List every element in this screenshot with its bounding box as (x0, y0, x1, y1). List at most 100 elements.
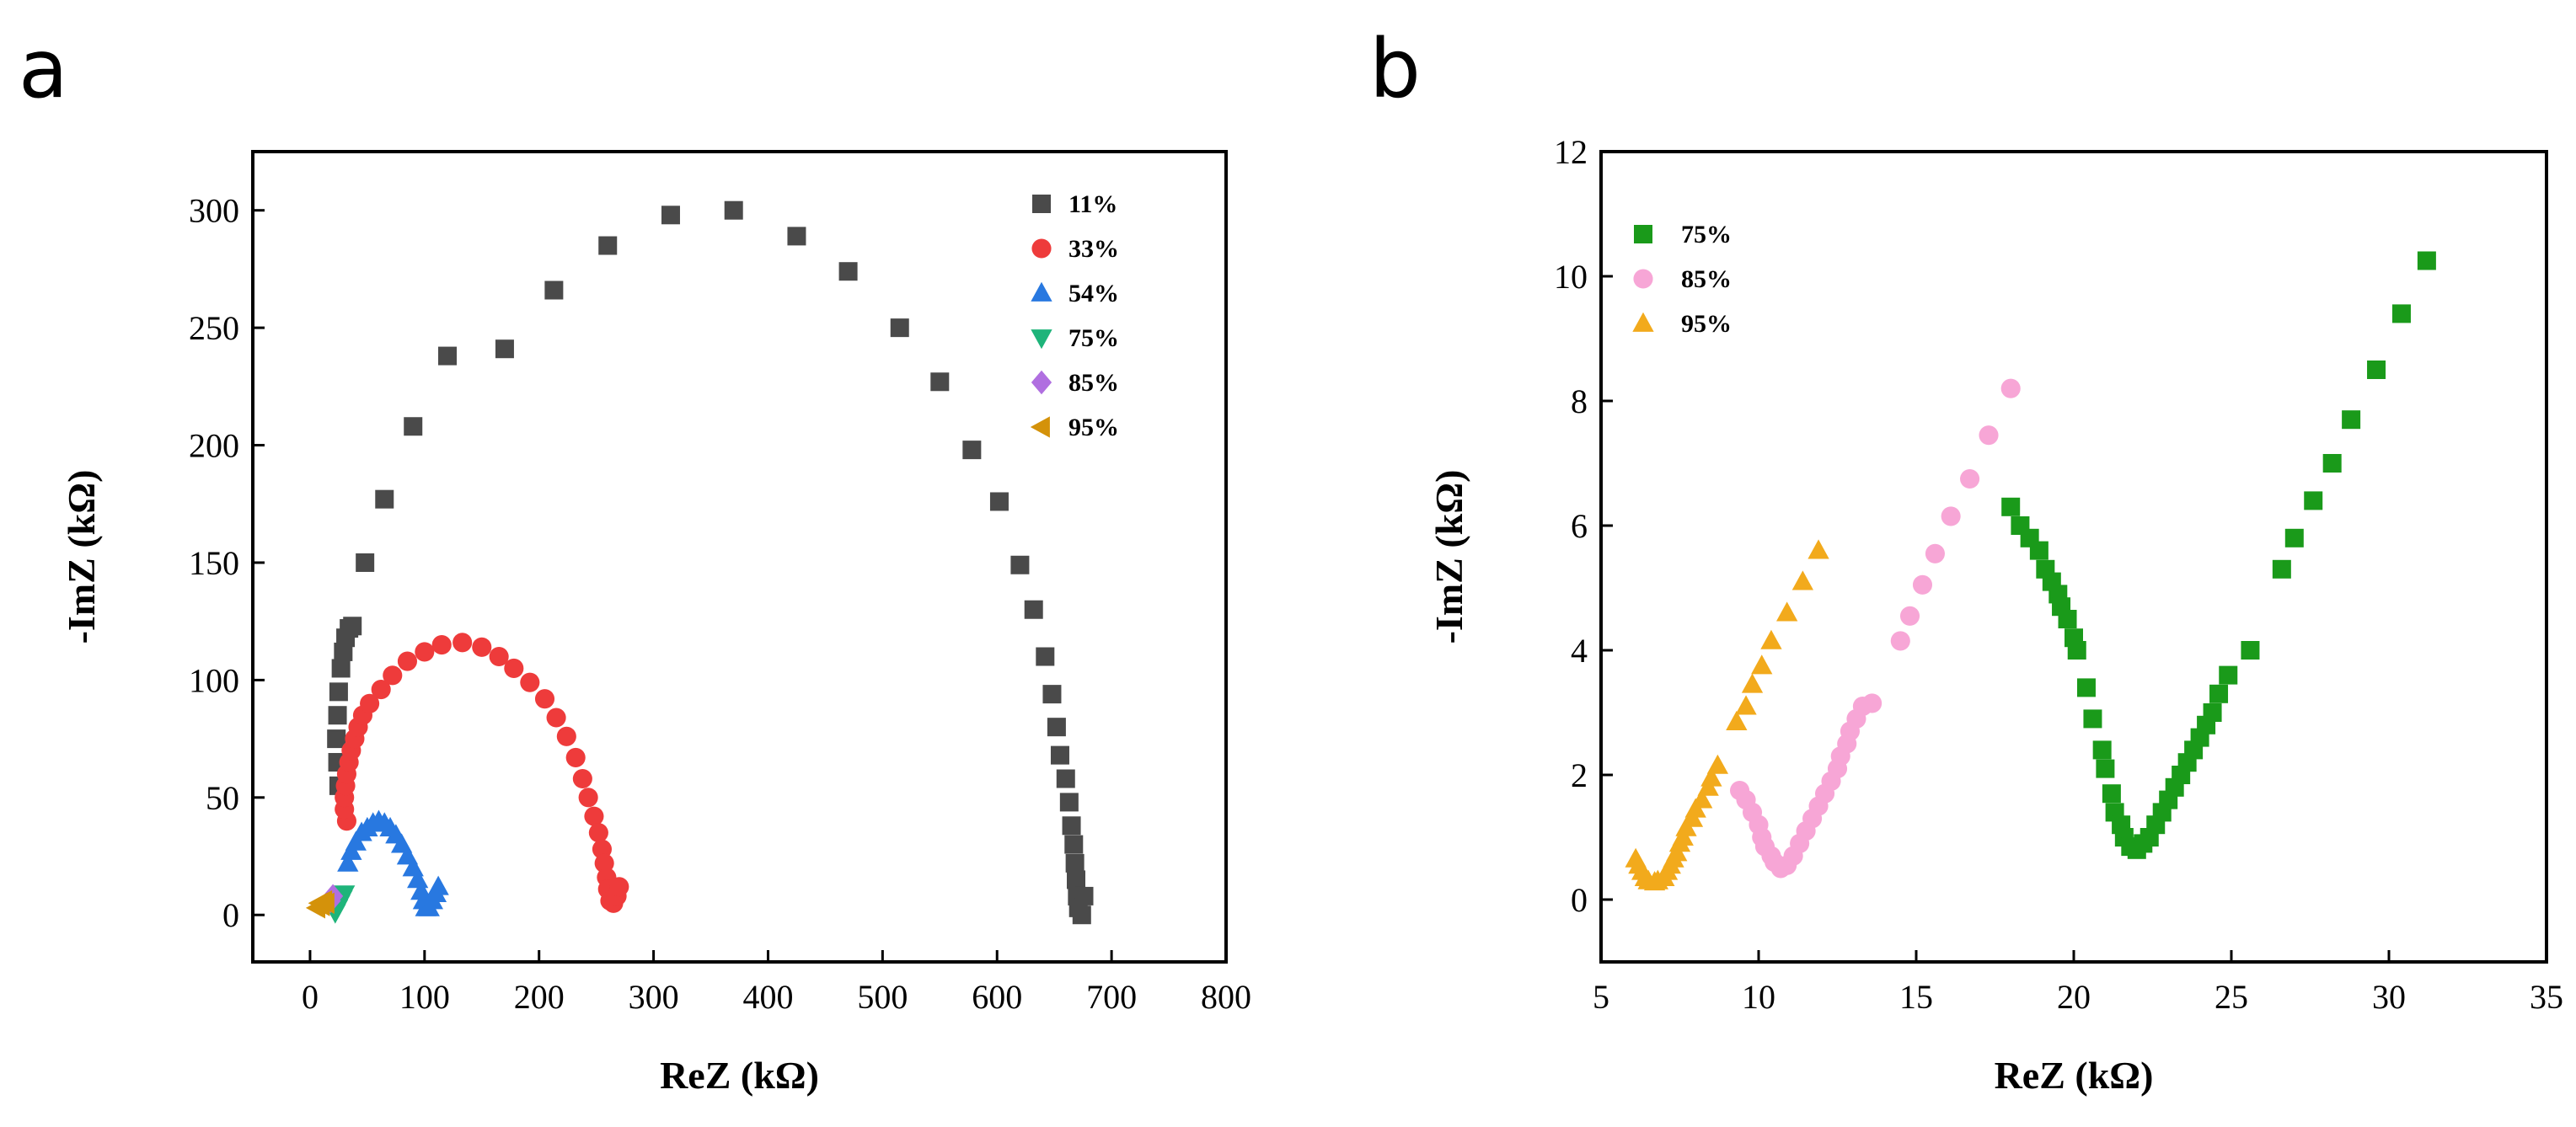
data-point (1726, 710, 1748, 730)
data-point (2367, 361, 2386, 379)
y-tick-label: 6 (1571, 507, 1588, 545)
data-point (2304, 491, 2323, 510)
x-tick-label: 700 (1086, 978, 1137, 1016)
x-tick-label: 35 (2530, 978, 2563, 1016)
y-tick-label: 100 (189, 661, 239, 699)
data-point (2029, 541, 2048, 560)
x-tick-label: 600 (972, 978, 1022, 1016)
series-54pct (337, 809, 449, 916)
legend-marker (1634, 225, 1652, 243)
panel-letter-b: b (1369, 22, 1421, 116)
x-tick-label: 400 (742, 978, 793, 1016)
data-point (2092, 740, 2112, 760)
data-point (504, 658, 524, 678)
data-point (1899, 606, 1920, 626)
data-point (1760, 629, 1782, 649)
data-point (1751, 654, 1773, 675)
data-point (438, 346, 457, 366)
data-point (1862, 693, 1882, 713)
data-point (1066, 870, 1085, 889)
panel-letter-a: a (19, 22, 68, 116)
data-point (2322, 454, 2342, 473)
legend-label: 85% (1681, 265, 1732, 293)
data-point (415, 642, 435, 662)
x-tick-label: 800 (1201, 978, 1251, 1016)
data-point (427, 875, 449, 895)
plot-frame (251, 150, 1228, 964)
legend-marker (1030, 416, 1050, 438)
x-tick-label: 10 (1742, 978, 1775, 1016)
data-point (2083, 709, 2102, 729)
x-axis-title: ReZ (kΩ) (1995, 1054, 2154, 1097)
data-point (2272, 559, 2291, 579)
data-point (572, 768, 592, 789)
data-point (1050, 745, 1069, 765)
series-75pct (2001, 251, 2436, 859)
y-axis-title: -ImZ (kΩ) (60, 470, 103, 644)
data-point (495, 339, 514, 359)
chart-panel-b: 5 10 15 20 25 30 35 0 2 4 6 8 10 12 ReZ (kΩ) -ImZ (kΩ) 7… (1427, 133, 2563, 1097)
y-tick-label: 10 (1554, 258, 1588, 296)
legend-label: 33% (1068, 235, 1119, 263)
data-point (2076, 678, 2096, 697)
y-tick-label: 4 (1571, 632, 1588, 670)
data-point (1890, 631, 1910, 651)
data-point (2067, 641, 2086, 660)
x-tick-label: 0 (302, 978, 319, 1016)
data-point (343, 617, 362, 636)
data-point (404, 417, 423, 436)
data-point (329, 682, 348, 702)
data-point (1912, 574, 1933, 595)
data-point (1691, 788, 1713, 809)
data-point (2058, 610, 2077, 628)
data-point (1062, 816, 1081, 836)
data-point (544, 280, 564, 300)
data-point (962, 441, 982, 460)
data-point (1791, 570, 1814, 590)
data-point (890, 318, 909, 338)
data-point (2209, 684, 2229, 703)
data-point (1064, 835, 1084, 854)
data-point (1741, 673, 1764, 693)
data-point (1024, 600, 1043, 619)
y-tick-label: 150 (189, 544, 239, 582)
data-point (1059, 793, 1079, 812)
y-axis-title: -ImZ (kΩ) (1427, 470, 1470, 644)
data-point (1700, 766, 1722, 787)
x-axis-title: ReZ (kΩ) (660, 1054, 819, 1097)
data-point (1941, 506, 1961, 526)
data-point (2284, 528, 2304, 547)
data-point (360, 693, 380, 713)
data-point (337, 852, 359, 872)
data-point (1042, 685, 1062, 704)
data-point (565, 747, 586, 767)
y-tick-label: 12 (1554, 133, 1588, 171)
legend-label: 75% (1681, 221, 1732, 248)
data-point (472, 637, 492, 657)
legend-marker (1031, 238, 1052, 259)
data-point (410, 880, 432, 900)
data-point (2219, 665, 2238, 685)
series-95pct (1625, 539, 1829, 891)
series-33pct (335, 633, 629, 913)
series-85pct (1730, 378, 2021, 879)
data-point (588, 823, 608, 843)
data-point (407, 868, 429, 889)
data-point (1074, 886, 1094, 905)
data-point (2241, 641, 2260, 660)
data-point (1735, 695, 1757, 715)
data-point (2000, 378, 2021, 398)
chart-panel-a: 0 100 200 300 400 500 600 700 800 0 50 100 150 200 250… (60, 150, 1251, 1097)
data-point (1979, 425, 1999, 446)
y-tick-label: 0 (1571, 881, 1588, 919)
legend: 75% 85% 95% (1632, 221, 1732, 338)
data-point (1776, 601, 1798, 622)
data-point (2096, 759, 2115, 778)
x-tick-label: 20 (2057, 978, 2091, 1016)
x-tick-label: 500 (857, 978, 908, 1016)
series-11pct (327, 200, 1094, 925)
data-point (609, 877, 629, 897)
data-point (534, 689, 555, 709)
data-point (397, 651, 417, 671)
